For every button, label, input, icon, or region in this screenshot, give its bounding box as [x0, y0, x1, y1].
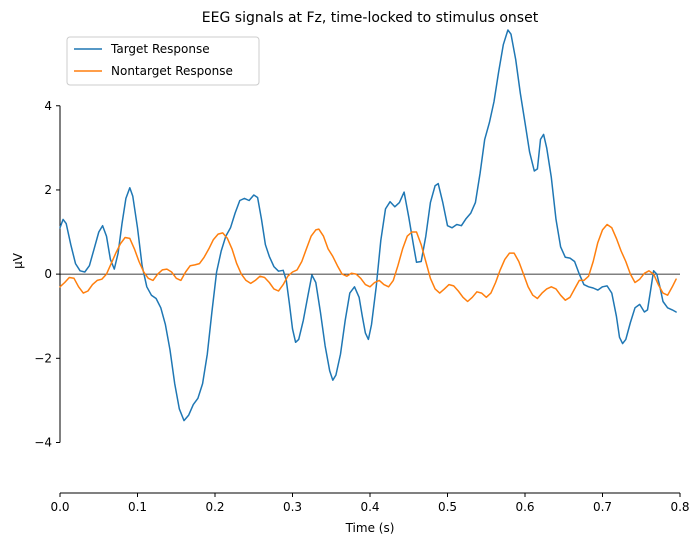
legend-label: Target Response	[110, 42, 210, 56]
legend: Target Response Nontarget Response	[66, 36, 260, 86]
x-tick-label: 0.1	[128, 500, 147, 514]
axes: 0.0 0.1 0.2 0.3 0.4 0.5 0.6 0.7 0.8 −4 −2 0 2 4	[34, 99, 689, 514]
x-tick-label: 0.2	[205, 500, 224, 514]
series-line-target	[59, 29, 677, 422]
y-tick-label: 4	[44, 99, 52, 113]
y-tick-label: 0	[44, 267, 52, 281]
x-tick-label: 0.7	[593, 500, 612, 514]
x-tick-label: 0.5	[438, 500, 457, 514]
y-tick-label: −2	[34, 351, 52, 365]
series-line-nontarget	[59, 223, 677, 303]
x-tick-label: 0.3	[283, 500, 302, 514]
x-tick-label: 0.0	[50, 500, 69, 514]
series-group	[59, 29, 677, 422]
x-tick-label: 0.4	[360, 500, 379, 514]
legend-label: Nontarget Response	[111, 64, 233, 78]
legend-box	[66, 36, 260, 86]
chart-title: EEG signals at Fz, time-locked to stimul…	[202, 10, 539, 26]
y-tick-label: 2	[44, 183, 52, 197]
x-axis-label: Time (s)	[345, 521, 395, 535]
y-tick-label: −4	[34, 435, 52, 449]
y-axis-label: μV	[11, 252, 25, 269]
x-tick-label: 0.6	[515, 500, 534, 514]
x-tick-label: 0.8	[670, 500, 689, 514]
